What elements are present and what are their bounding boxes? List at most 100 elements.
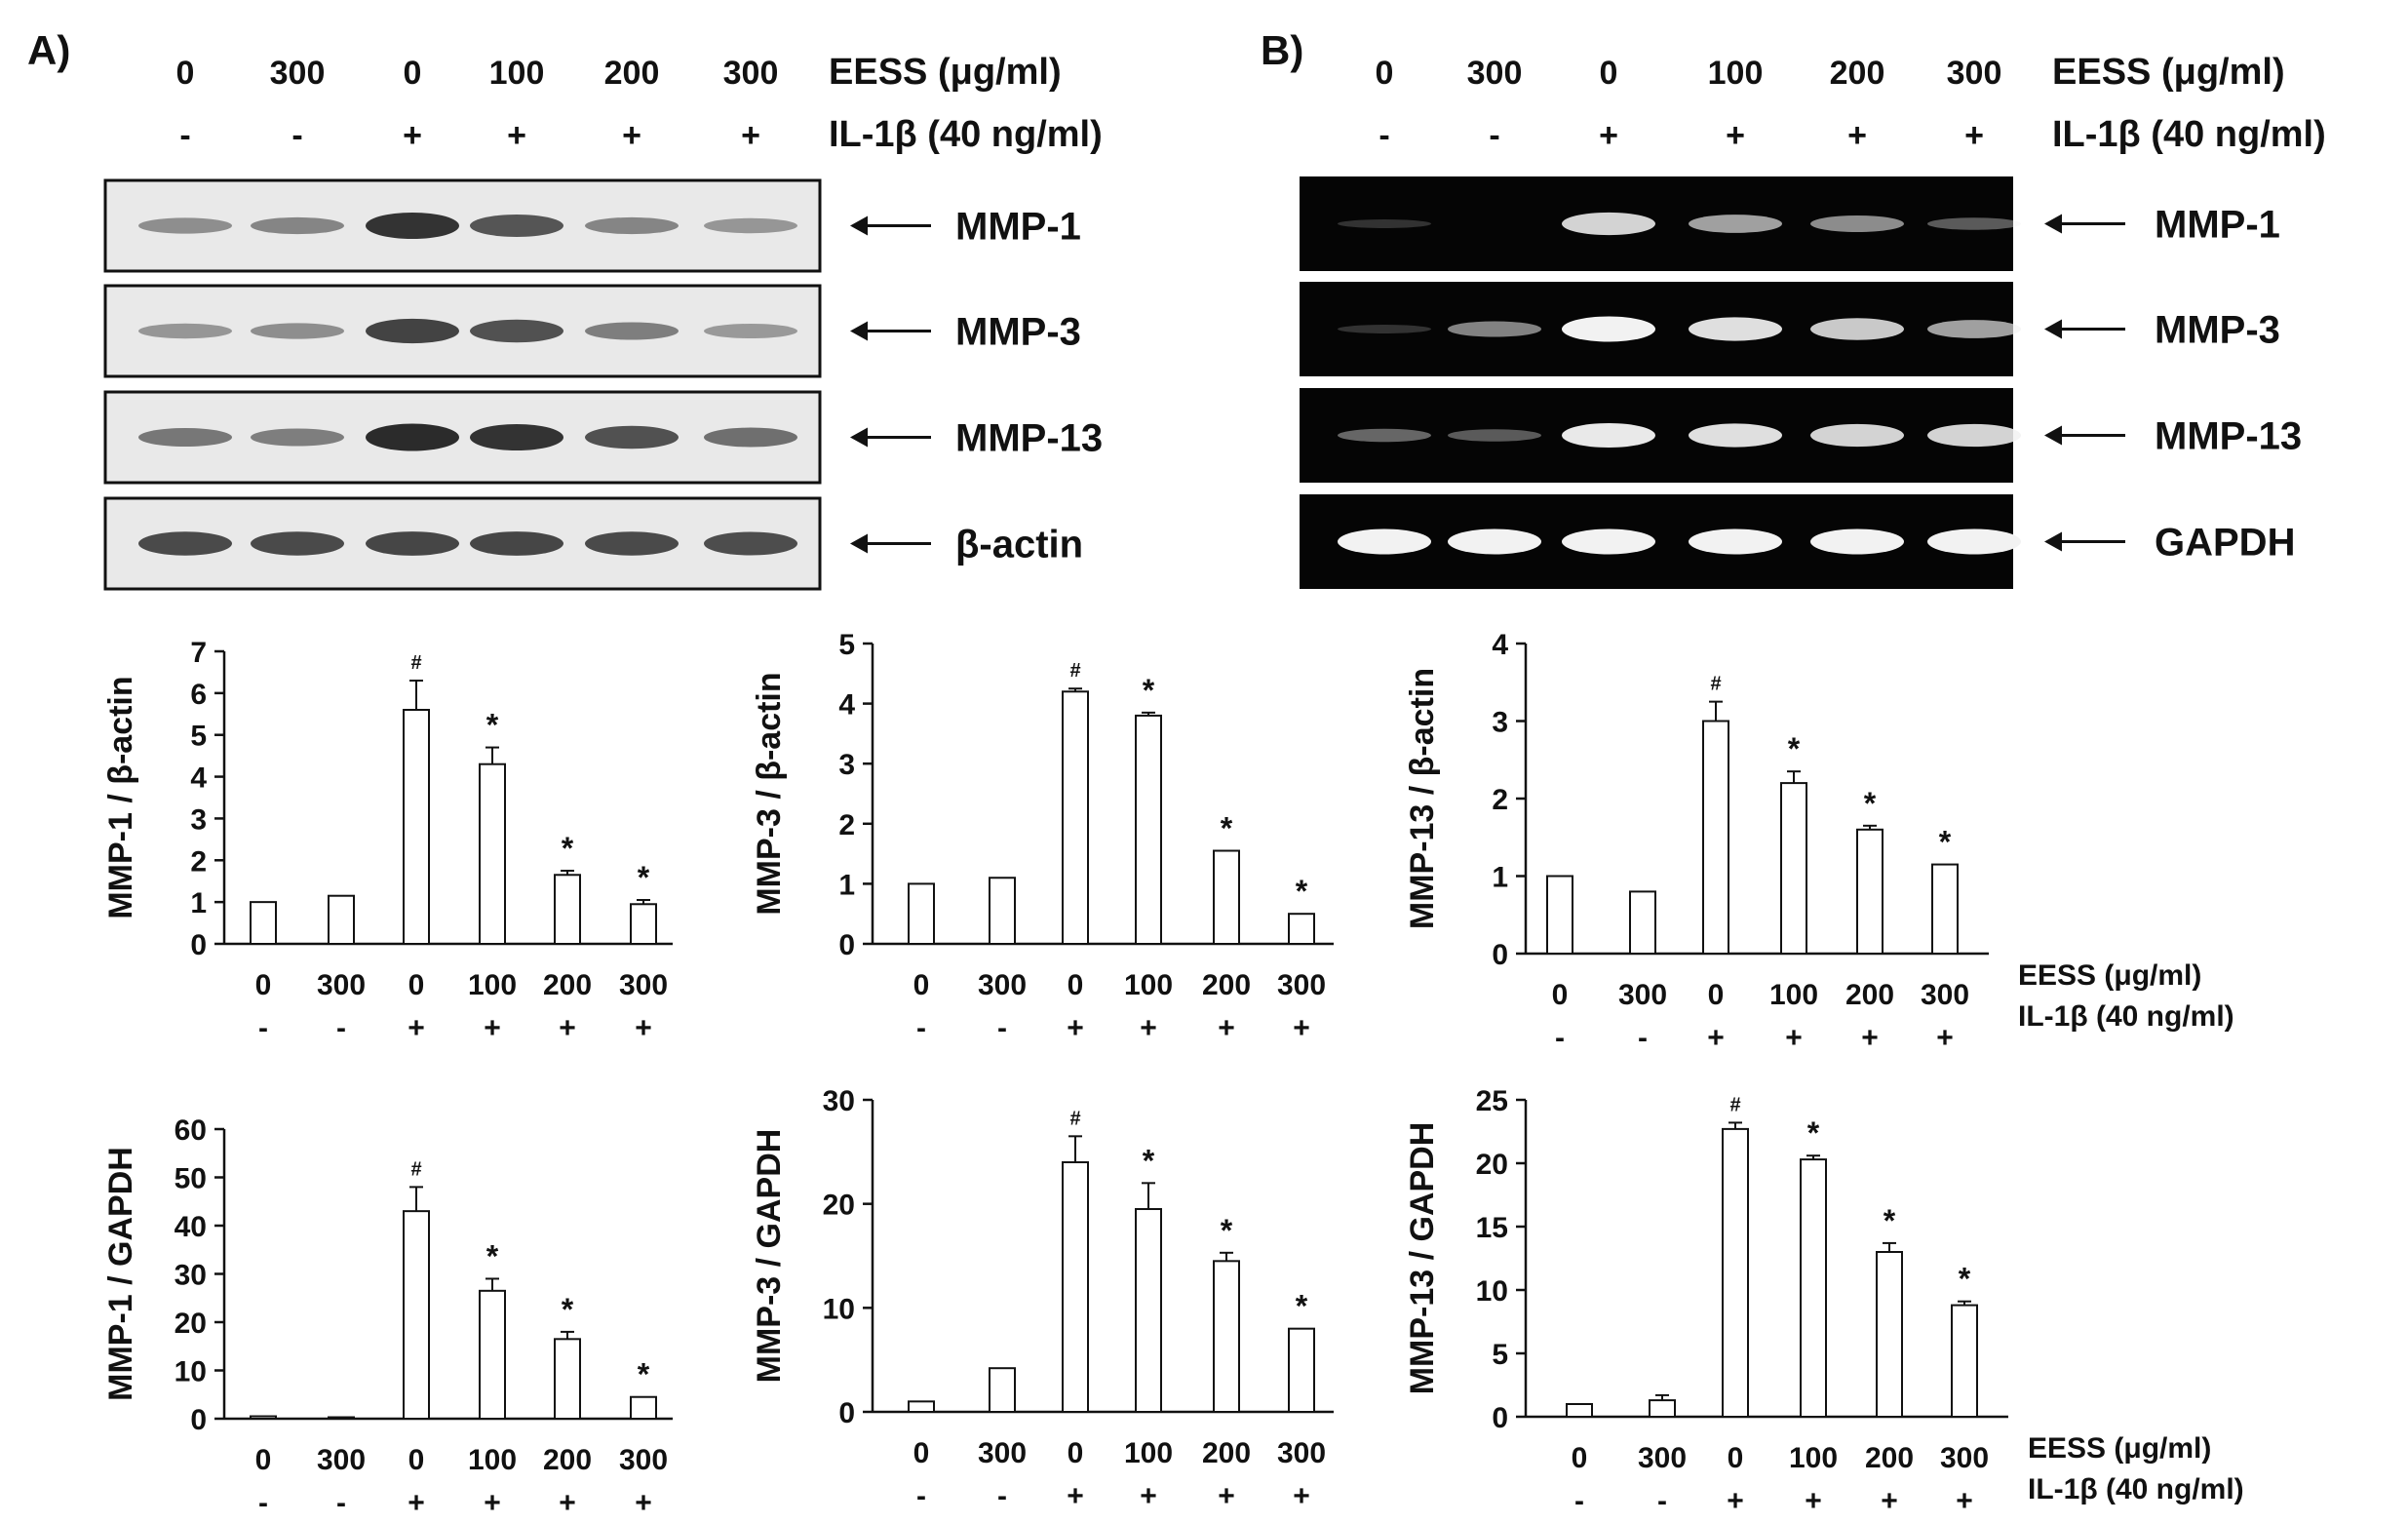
rtpcr-band bbox=[1689, 528, 1782, 555]
significance-star: * bbox=[1143, 1143, 1155, 1178]
y-tick-label: 50 bbox=[175, 1163, 207, 1195]
bar bbox=[1062, 690, 1089, 946]
x-tick-label: 200 bbox=[1202, 969, 1251, 1001]
rtpcr-il1b-sign: - bbox=[1379, 117, 1389, 154]
il1b-sign-label: - bbox=[1555, 1022, 1565, 1054]
arrow-head-icon bbox=[2044, 214, 2062, 234]
y-tick-label: 30 bbox=[823, 1085, 855, 1117]
western-band bbox=[366, 212, 459, 240]
significance-star: * bbox=[1807, 1115, 1820, 1151]
rtpcr-il1b-sign: + bbox=[1964, 117, 1984, 154]
rtpcr-band bbox=[1338, 325, 1431, 333]
rtpcr-band bbox=[1810, 215, 1904, 232]
y-tick-label: 4 bbox=[190, 762, 207, 795]
western-band bbox=[704, 217, 797, 234]
x-tick-label: 0 bbox=[1572, 1442, 1588, 1474]
il1b-sign-label: - bbox=[258, 1012, 268, 1044]
western-band bbox=[251, 216, 344, 235]
y-tick-label: 30 bbox=[175, 1260, 207, 1292]
western-dose-label: 200 bbox=[604, 55, 660, 92]
il1b-sign-label: + bbox=[408, 1487, 425, 1519]
rtpcr-il1b-sign: + bbox=[1599, 117, 1618, 154]
bar bbox=[1629, 890, 1656, 956]
x-tick-label: 0 bbox=[408, 1444, 425, 1476]
il1b-sign-label: + bbox=[559, 1487, 576, 1519]
bar bbox=[989, 1367, 1016, 1413]
western-blot-strip bbox=[103, 284, 822, 378]
y-axis-label: MMP-3 / GAPDH bbox=[751, 1129, 788, 1384]
western-band bbox=[138, 323, 232, 339]
x-tick-label: 300 bbox=[317, 1444, 366, 1476]
arrow-head-icon bbox=[2044, 425, 2062, 446]
arrow-head-icon bbox=[850, 533, 868, 554]
arrow-head-icon bbox=[2044, 319, 2062, 339]
y-axis-label: MMP-13 / GAPDH bbox=[1404, 1122, 1441, 1395]
western-band bbox=[470, 531, 563, 556]
y-tick-label: 1 bbox=[838, 869, 855, 901]
rtpcr-band bbox=[1927, 320, 2021, 338]
western-band bbox=[585, 322, 679, 340]
x-tick-label: 300 bbox=[1277, 969, 1326, 1001]
bar bbox=[1876, 1251, 1903, 1418]
rtpcr-band bbox=[1338, 528, 1431, 555]
il1b-sign-label: + bbox=[1861, 1022, 1879, 1054]
western-blot-label: β-actin bbox=[955, 524, 1083, 567]
western-band bbox=[251, 531, 344, 556]
significance-star: * bbox=[562, 1292, 574, 1327]
bar bbox=[1702, 720, 1729, 955]
il1b-sign-label: + bbox=[1805, 1485, 1822, 1517]
x-tick-label: 300 bbox=[619, 1444, 668, 1476]
x-tick-label: 100 bbox=[1124, 1437, 1173, 1469]
rtpcr-il1b-sign: + bbox=[1847, 117, 1867, 154]
bar bbox=[403, 1210, 430, 1421]
y-tick-label: 0 bbox=[1492, 1402, 1508, 1434]
bar bbox=[1931, 863, 1959, 956]
rtpcr-band bbox=[1689, 215, 1782, 233]
il1b-sign-label: + bbox=[635, 1487, 652, 1519]
rtpcr-gel-label: MMP-3 bbox=[2155, 309, 2280, 352]
il1b-sign-label: + bbox=[1707, 1022, 1725, 1054]
y-axis-label: MMP-13 / β-actin bbox=[1404, 668, 1441, 929]
bar bbox=[1135, 1208, 1162, 1413]
y-tick-label: 0 bbox=[190, 1404, 207, 1436]
y-tick-label: 2 bbox=[190, 845, 207, 878]
y-tick-label: 20 bbox=[823, 1190, 855, 1222]
y-tick-label: 0 bbox=[838, 929, 855, 961]
bar bbox=[479, 762, 506, 946]
arrow-head-icon bbox=[2044, 531, 2062, 552]
y-tick-label: 25 bbox=[1476, 1085, 1508, 1117]
significance-star: * bbox=[1959, 1262, 1971, 1297]
x-tick-label: 100 bbox=[468, 1444, 517, 1476]
y-tick-label: 1 bbox=[1492, 862, 1508, 894]
rtpcr-dose-label: 0 bbox=[1600, 55, 1618, 92]
y-tick-label: 2 bbox=[1492, 784, 1508, 816]
y-tick-label: 60 bbox=[175, 1114, 207, 1147]
bar bbox=[250, 901, 277, 946]
rtpcr-band bbox=[1689, 423, 1782, 448]
x-tick-label: 300 bbox=[1618, 979, 1667, 1011]
x-tick-label: 0 bbox=[913, 969, 930, 1001]
il1b-sign-label: + bbox=[1785, 1022, 1803, 1054]
chart-eess-legend: EESS (μg/ml) bbox=[2018, 959, 2201, 992]
rtpcr-gel-label: MMP-1 bbox=[2155, 204, 2280, 247]
significance-star: * bbox=[1884, 1203, 1896, 1238]
significance-star: * bbox=[486, 1238, 499, 1273]
y-tick-label: 20 bbox=[1476, 1149, 1508, 1181]
western-band bbox=[470, 423, 563, 451]
rtpcr-gel-label: GAPDH bbox=[2155, 522, 2295, 565]
western-blot-strip bbox=[103, 178, 822, 273]
bar bbox=[1062, 1161, 1089, 1413]
il1b-sign-label: - bbox=[1657, 1485, 1667, 1517]
chart-eess-legend: EESS (μg/ml) bbox=[2028, 1432, 2211, 1465]
bar bbox=[554, 1338, 581, 1420]
rtpcr-il1b-header: IL-1β (40 ng/ml) bbox=[2052, 114, 2326, 155]
x-tick-label: 200 bbox=[1845, 979, 1894, 1011]
bar bbox=[1135, 714, 1162, 945]
rtpcr-band bbox=[1562, 528, 1655, 555]
rtpcr-band bbox=[1562, 316, 1655, 342]
bar bbox=[479, 1289, 506, 1420]
rtpcr-eess-header: EESS (μg/ml) bbox=[2052, 52, 2285, 93]
il1b-sign-label: + bbox=[1936, 1022, 1954, 1054]
bar bbox=[1566, 1403, 1593, 1418]
